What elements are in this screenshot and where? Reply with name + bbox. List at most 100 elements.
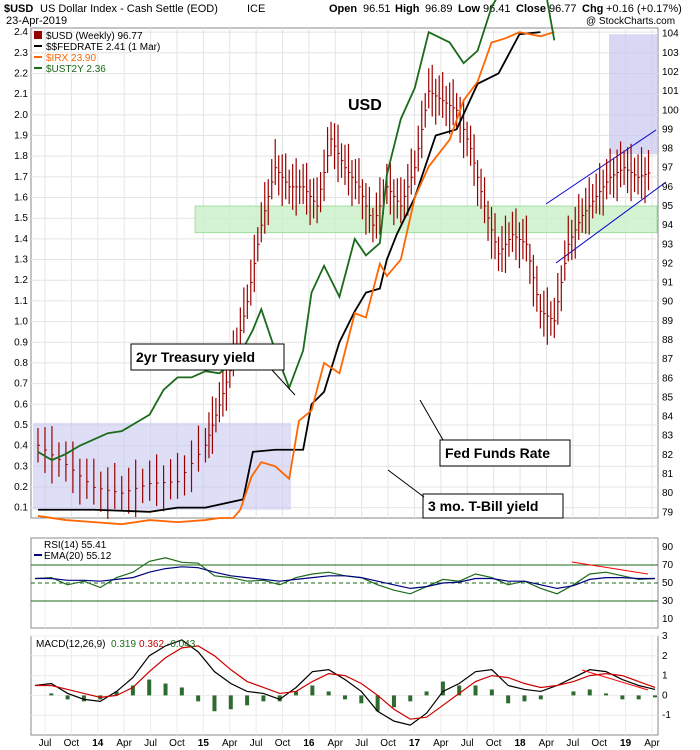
rsi-tick-label: 70 <box>662 560 674 571</box>
macd-histogram-bar <box>228 695 233 710</box>
macd-histogram-bar <box>245 695 250 706</box>
x-tick-label: Apr <box>116 738 132 749</box>
left-tick-label: 1.6 <box>14 193 28 204</box>
macd-histogram-bar <box>294 691 299 696</box>
macd-label: MACD(12,26,9) <box>36 639 105 650</box>
right-tick-label: 83 <box>662 431 674 442</box>
left-tick-label: 1.5 <box>14 213 28 224</box>
macd-histogram-bar <box>81 695 86 702</box>
rsi-tick-label: 50 <box>662 578 674 589</box>
right-tick-label: 103 <box>662 48 679 59</box>
left-tick-label: 0.6 <box>14 399 28 410</box>
annotation-tbill-arrow <box>387 469 425 498</box>
x-tick-label: Jul <box>39 738 52 749</box>
x-tick-label: 16 <box>303 738 315 749</box>
x-tick-label: 14 <box>92 738 104 749</box>
macd-histogram-bar <box>130 685 135 696</box>
high-label: High <box>395 3 420 15</box>
x-tick-label: Apr <box>328 738 344 749</box>
left-tick-label: 2.0 <box>14 110 28 121</box>
annotation-usd: USD <box>348 97 382 114</box>
macd-tick-label: -1 <box>662 710 671 721</box>
macd-histogram-bar <box>636 695 641 700</box>
rsi-tick-label: 30 <box>662 596 674 607</box>
header-date: 23-Apr-2019 <box>6 15 67 27</box>
x-axis: Jul Oct 14 Apr Jul Oct 15 Apr Jul Oct 16 Apr Jul Oct 1… <box>39 738 661 749</box>
right-tick-label: 84 <box>662 412 674 423</box>
right-tick-label: 96 <box>662 182 674 193</box>
macd-histogram-bar <box>343 695 347 700</box>
right-tick-label: 89 <box>662 316 674 327</box>
legend-usd: $USD (Weekly) 96.77 <box>46 31 143 42</box>
macd-value-2: 0.362 <box>139 639 164 650</box>
macd-histogram-bar <box>604 693 609 696</box>
x-tick-label: 17 <box>409 738 421 749</box>
annotation-treasury: 2yr Treasury yield <box>136 349 255 365</box>
macd-histogram-bar <box>261 695 266 702</box>
annotation-treasury-box <box>130 343 285 371</box>
macd-tick-label: 2 <box>662 651 668 662</box>
x-tick-label: Oct <box>591 738 607 749</box>
right-tick-label: 81 <box>662 469 674 480</box>
macd-histogram-bar <box>326 691 331 696</box>
rsi-tick-label: 90 <box>662 542 674 553</box>
channel-upper <box>545 129 657 205</box>
legend-irx: $IRX 23.90 <box>46 53 96 64</box>
rsi-label: RSI(14) 55.41 <box>44 540 107 551</box>
legend-fedrate: $$FEDRATE 2.41 (1 Mar) <box>46 42 160 53</box>
macd-histogram-bar <box>489 689 494 696</box>
right-tick-label: 86 <box>662 373 674 384</box>
low-value: 96.41 <box>483 3 511 15</box>
annotation-fedfunds: Fed Funds Rate <box>445 445 550 461</box>
macd-histogram-bar <box>375 695 380 712</box>
annotation-fedfunds-box <box>439 439 571 467</box>
x-tick-label: Jul <box>461 738 474 749</box>
chg-label: Chg <box>582 3 603 15</box>
header-description: US Dollar Index - Cash Settle (EOD) <box>40 3 218 15</box>
right-tick-label: 100 <box>662 105 679 116</box>
rsi-series <box>34 557 656 595</box>
macd-histogram-bar <box>310 685 315 696</box>
left-tick-label: 0.8 <box>14 358 28 369</box>
right-tick-label: 99 <box>662 124 674 135</box>
macd-series <box>34 639 657 726</box>
left-tick-label: 0.1 <box>14 503 28 514</box>
rsi-ema-line <box>35 566 655 590</box>
right-tick-label: 91 <box>662 278 674 289</box>
series-3-line <box>37 0 556 462</box>
macd-histogram-bar <box>653 695 657 698</box>
right-tick-label: 79 <box>662 507 674 518</box>
x-tick-label: 18 <box>514 738 526 749</box>
annotation-treasury-arrow <box>271 369 296 396</box>
close-value: 96.77 <box>549 3 577 15</box>
macd-histogram-bar <box>408 695 413 702</box>
x-tick-label: 15 <box>198 738 210 749</box>
left-tick-label: 0.7 <box>14 379 28 390</box>
x-tick-label: Oct <box>64 738 80 749</box>
left-tick-label: 0.3 <box>14 461 28 472</box>
left-tick-label: 1.3 <box>14 255 28 266</box>
header-symbol: $USD <box>4 3 33 15</box>
macd-histogram-bar <box>538 695 543 700</box>
main-panel-frame <box>30 27 659 519</box>
right-tick-label: 97 <box>662 163 674 174</box>
header-exchange: ICE <box>247 3 265 15</box>
legend-ust2y: $UST2Y 2.36 <box>46 64 106 75</box>
macd-histogram-bar <box>163 683 168 696</box>
x-tick-label: Apr <box>222 738 238 749</box>
left-tick-label: 2.4 <box>14 27 28 38</box>
left-tick-label: 0.4 <box>14 441 28 452</box>
left-tick-label: 1.7 <box>14 172 28 183</box>
channel-lower <box>555 181 667 264</box>
main-decor <box>33 34 667 510</box>
right-tick-label: 92 <box>662 258 674 269</box>
right-tick-label: 88 <box>662 335 674 346</box>
close-label: Close <box>516 3 546 15</box>
right-tick-label: 102 <box>662 67 679 78</box>
x-tick-label: Oct <box>486 738 502 749</box>
macd-grid <box>31 635 658 735</box>
rsi-ema-label: EMA(20) 55.12 <box>44 551 112 562</box>
right-tick-label: 90 <box>662 297 674 308</box>
